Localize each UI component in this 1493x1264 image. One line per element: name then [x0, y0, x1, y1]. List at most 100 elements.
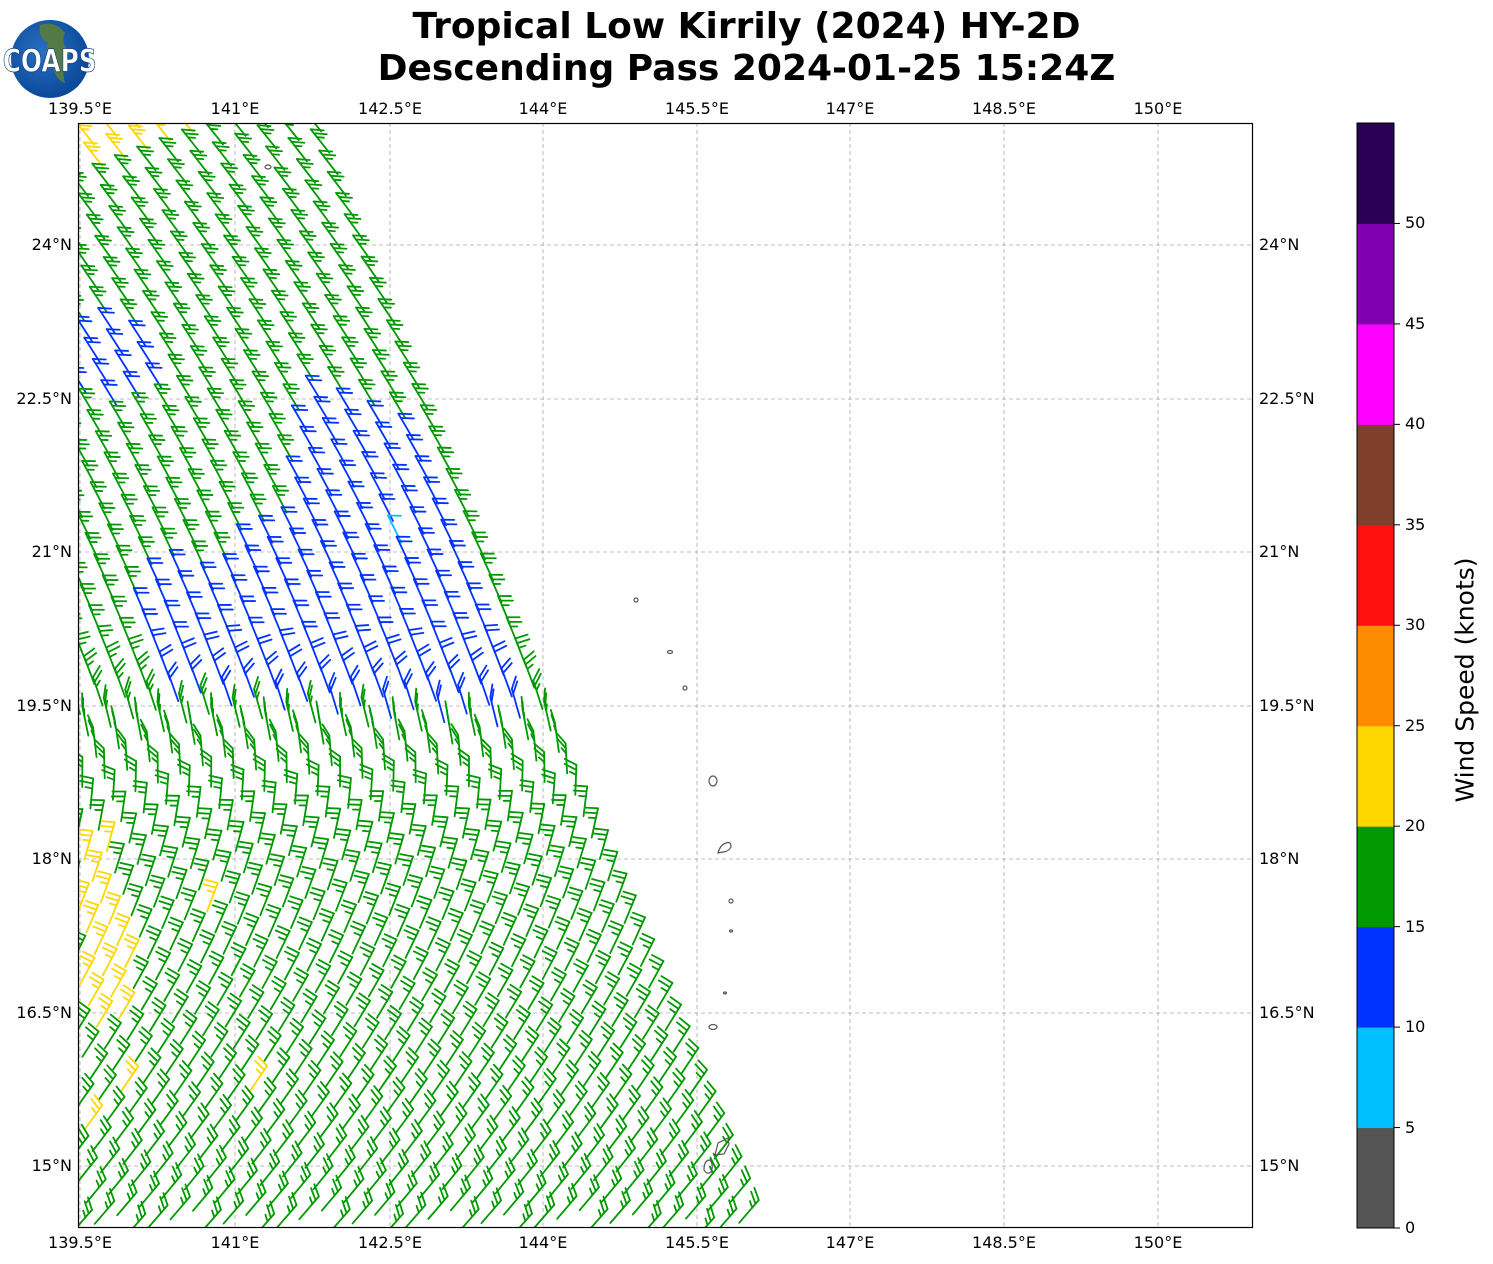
wind-barb — [339, 1021, 358, 1058]
wind-barb — [347, 1042, 366, 1079]
wind-barb — [467, 691, 476, 736]
wind-barb — [611, 869, 628, 903]
wind-barb — [474, 971, 492, 1006]
island-outline — [728, 929, 734, 933]
wind-barb — [549, 967, 567, 1002]
wind-barb — [371, 657, 384, 698]
wind-barb — [510, 675, 521, 719]
wind-barb — [56, 202, 74, 226]
wind-barb — [364, 523, 382, 552]
colorbar-segment — [1357, 926, 1394, 1028]
wind-barb — [133, 268, 153, 296]
wind-barb — [81, 1022, 100, 1058]
wind-barb — [110, 963, 127, 998]
wind-barb — [145, 668, 157, 711]
wind-barb — [65, 725, 74, 766]
wind-barb — [423, 476, 441, 505]
wind-barb — [476, 1042, 495, 1079]
wind-barb — [532, 924, 549, 959]
wind-barb — [718, 1195, 738, 1228]
wind-barb — [78, 155, 81, 176]
wind-barb — [189, 654, 203, 694]
wind-barb — [79, 774, 95, 810]
wind-barb — [414, 455, 432, 484]
wind-barb — [234, 1085, 255, 1122]
wind-barb — [211, 647, 226, 685]
wind-barb — [521, 1025, 540, 1062]
wind-barb — [631, 1178, 654, 1216]
wind-barb — [197, 171, 218, 197]
wind-barb — [189, 149, 210, 176]
wind-barb — [343, 1166, 365, 1203]
wind-barb — [357, 1136, 379, 1173]
wind-barb — [78, 612, 83, 643]
wind-barb — [313, 123, 323, 133]
wind-barb — [174, 815, 191, 848]
wind-barb — [265, 1098, 286, 1135]
wind-barb — [97, 1064, 117, 1101]
wind-barb — [110, 705, 120, 750]
colorbar-segment — [1357, 625, 1394, 727]
wind-barb — [230, 574, 248, 604]
wind-barb — [447, 654, 461, 694]
island-outline — [708, 775, 718, 787]
wind-barb — [130, 196, 151, 223]
wind-barb — [412, 768, 427, 805]
wind-barb — [292, 967, 310, 1002]
wind-barb — [273, 1119, 294, 1156]
coastlines — [264, 164, 734, 1174]
wind-barb — [654, 1169, 676, 1207]
wind-barb — [83, 899, 100, 934]
wind-barb — [526, 853, 543, 886]
wind-barb — [222, 738, 235, 780]
map-frame — [77, 122, 1254, 1229]
lon-tick-label: 145.5°E — [665, 99, 729, 118]
wind-barb — [335, 192, 355, 218]
wind-barb — [515, 1076, 535, 1113]
colorbar-segment — [1357, 223, 1394, 325]
wind-barb — [113, 154, 134, 180]
wind-barb — [593, 1144, 614, 1182]
wind-barb — [535, 873, 553, 908]
wind-barb — [369, 1034, 389, 1071]
wind-barb — [367, 963, 385, 998]
lat-tick-label-right: 24°N — [1259, 235, 1300, 254]
wind-barb — [149, 874, 166, 908]
colorbar-segment — [1357, 424, 1394, 526]
wind-barb — [192, 723, 204, 767]
wind-barb — [416, 643, 432, 681]
wind-barb — [143, 485, 161, 514]
wind-barb — [173, 497, 192, 527]
wind-barb — [224, 992, 243, 1028]
wind-barb — [308, 1009, 327, 1045]
wind-barb — [504, 861, 521, 895]
wind-barb — [390, 779, 406, 814]
wind-barb — [345, 971, 363, 1006]
colorbar-tick-label: 45 — [1405, 313, 1426, 333]
wind-barb — [403, 668, 415, 711]
wind-barb — [125, 442, 144, 471]
colorbar-segment — [1357, 123, 1394, 224]
wind-barb — [332, 630, 349, 664]
wind-barb — [339, 691, 348, 737]
wind-barb — [312, 1153, 334, 1191]
wind-barb — [340, 899, 357, 934]
wind-barb — [338, 459, 357, 488]
wind-barb — [318, 654, 332, 694]
wind-barb — [705, 1101, 726, 1139]
wind-barb — [298, 733, 311, 775]
wind-barb — [187, 1030, 207, 1067]
wind-barb — [576, 1101, 597, 1139]
wind-barb — [539, 823, 556, 856]
wind-barb — [330, 438, 348, 467]
wind-barb — [243, 912, 260, 947]
wind-barb — [99, 183, 120, 210]
wind-barb — [372, 1106, 392, 1143]
wind-barb — [260, 391, 278, 420]
wind-barb — [304, 1131, 325, 1169]
wind-barb — [381, 933, 398, 968]
wind-barb — [239, 790, 256, 822]
wind-barb — [570, 1152, 592, 1190]
wind-barb — [311, 518, 329, 548]
wind-barb — [495, 840, 512, 873]
